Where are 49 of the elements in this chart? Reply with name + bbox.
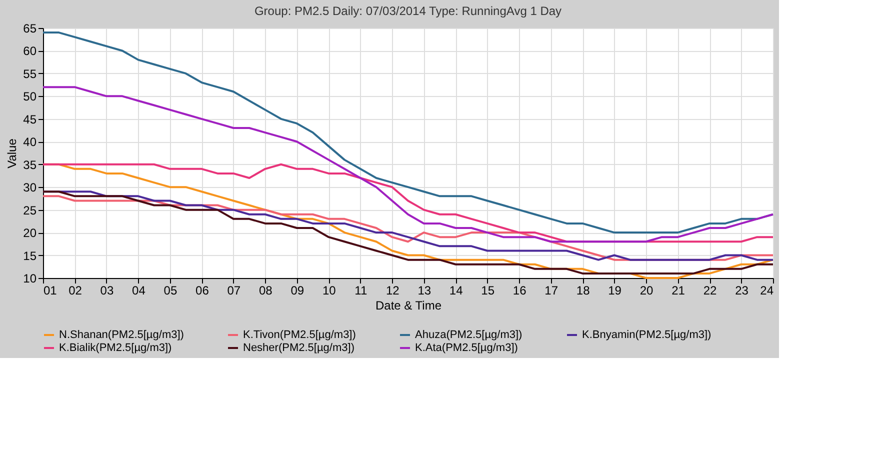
legend-label: Ahuza(PM2.5[µg/m3]) (415, 329, 522, 341)
legend-label: K.Ata(PM2.5[µg/m3]) (415, 342, 518, 354)
y-tick-label: 35 (23, 158, 37, 172)
x-tick-label: 18 (576, 284, 590, 298)
legend-label: Nesher(PM2.5[µg/m3]) (243, 342, 354, 354)
line-series (42, 163, 774, 243)
x-tick-label: 02 (68, 284, 82, 298)
x-tick-label: 09 (290, 284, 304, 298)
chart-title: Group: PM2.5 Daily: 07/03/2014 Type: RunningAvg 1 Day (254, 4, 562, 18)
x-tick-label: 12 (386, 284, 400, 298)
legend-label: K.Bnyamin(PM2.5[µg/m3]) (582, 329, 712, 341)
x-tick-label: 22 (703, 284, 718, 298)
x-tick-label: 20 (640, 284, 654, 298)
y-tick-label: 50 (23, 90, 37, 104)
x-tick-label: 17 (544, 284, 558, 298)
legend-label: K.Bialik(PM2.5[µg/m3]) (59, 342, 172, 354)
y-tick-label: 15 (23, 248, 37, 263)
y-tick-label: 30 (23, 180, 37, 195)
y-axis-title: Value (5, 138, 20, 168)
x-tick-label: 01 (44, 284, 58, 298)
x-tick-label: 24 (760, 284, 774, 298)
line-series (42, 190, 774, 274)
y-tick-label: 20 (23, 226, 37, 240)
x-tick-label: 08 (258, 284, 273, 298)
y-tick-label: 55 (23, 66, 37, 81)
y-tick-label: 40 (23, 135, 37, 150)
x-tick-label: 05 (164, 284, 178, 298)
x-tick-label: 11 (354, 284, 368, 298)
x-tick-label: 07 (227, 284, 241, 298)
y-tick-label: 45 (23, 112, 37, 126)
legend-label: K.Tivon(PM2.5[µg/m3]) (243, 329, 356, 341)
x-tick-label: 16 (512, 284, 527, 298)
x-axis-title: Date & Time (375, 298, 442, 312)
x-tick-label: 21 (672, 284, 686, 298)
x-tick-label: 15 (481, 284, 495, 298)
y-tick-label: 65 (23, 22, 37, 36)
x-tick-label: 10 (322, 284, 336, 298)
x-tick-label: 04 (132, 284, 146, 298)
line-series (42, 86, 774, 243)
legend-label: N.Shanan(PM2.5[µg/m3]) (59, 329, 184, 341)
x-tick-label: 19 (608, 284, 622, 298)
x-tick-label: 03 (100, 284, 114, 298)
y-tick-label: 25 (23, 203, 37, 218)
x-tick-label: 13 (418, 284, 432, 298)
y-tick-label: 60 (23, 44, 37, 58)
x-tick-label: 23 (735, 284, 749, 298)
x-tick-label: 14 (449, 284, 464, 298)
x-tick-label: 06 (196, 284, 210, 298)
y-tick-label: 10 (23, 272, 37, 286)
